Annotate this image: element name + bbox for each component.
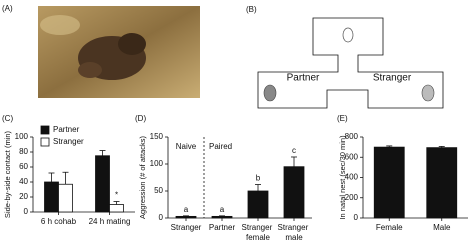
x-tick-label: Stranger female: [242, 223, 275, 242]
x-tick-label: Male: [433, 223, 451, 232]
y-tick-label: 600: [345, 152, 359, 161]
legend-swatch: [40, 137, 50, 147]
legend-swatch: [40, 125, 50, 135]
y-tick-label: 60: [19, 162, 28, 171]
y-axis-label: Side-by-side contact (min): [3, 130, 12, 218]
y-axis-label: In natal nest (sec/30 min): [338, 135, 347, 220]
x-tick-label: 24 h mating: [89, 217, 131, 226]
y-tick-label: 0: [354, 213, 359, 222]
significance-marker: a: [220, 205, 225, 214]
bar: [373, 146, 405, 219]
bar: [283, 166, 305, 219]
significance-marker: *: [115, 191, 118, 200]
bar: [175, 215, 197, 219]
x-tick-label: Stranger male: [278, 223, 311, 242]
significance-marker: c: [292, 146, 296, 155]
bar: [58, 183, 73, 213]
y-tick-label: 100: [150, 159, 164, 168]
panel-label: (E): [337, 114, 348, 123]
bar: [211, 215, 233, 219]
y-tick-label: 150: [150, 132, 164, 141]
y-tick-label: 100: [15, 132, 29, 141]
y-tick-label: 800: [345, 132, 359, 141]
legend-label: Partner: [53, 125, 80, 134]
panel-label: (A): [2, 4, 13, 13]
y-tick-label: 0: [24, 207, 29, 216]
y-axis-label: Aggression (# of attacks): [138, 136, 147, 219]
y-tick-label: 0: [159, 213, 164, 222]
panel-label: (B): [246, 5, 257, 14]
y-tick-label: 40: [19, 177, 28, 186]
x-tick-label: Female: [376, 223, 403, 232]
group-label: Paired: [209, 142, 232, 151]
x-tick-label: Partner: [209, 223, 236, 232]
bar: [109, 204, 124, 213]
significance-marker: b: [256, 174, 261, 183]
y-tick-label: 50: [154, 186, 163, 195]
bar: [95, 155, 110, 213]
legend-label: Stranger: [53, 137, 84, 146]
y-tick-label: 80: [19, 147, 28, 156]
y-tick-label: 400: [345, 173, 359, 182]
chamber-label: Partner: [287, 73, 320, 84]
y-tick-label: 200: [345, 193, 359, 202]
bar: [247, 190, 269, 219]
bar: [426, 147, 458, 219]
apparatus: [257, 17, 444, 109]
y-tick-label: 20: [19, 192, 28, 201]
x-tick-label: 6 h cohab: [41, 217, 77, 226]
panel-label: (D): [135, 114, 146, 123]
bar: [44, 181, 59, 213]
x-tick-label: Stranger: [171, 223, 202, 232]
group-label: Naive: [176, 142, 197, 151]
chamber-label: Stranger: [373, 73, 412, 84]
photo: [38, 6, 200, 98]
panel-label: (C): [2, 114, 13, 123]
significance-marker: a: [184, 205, 189, 214]
